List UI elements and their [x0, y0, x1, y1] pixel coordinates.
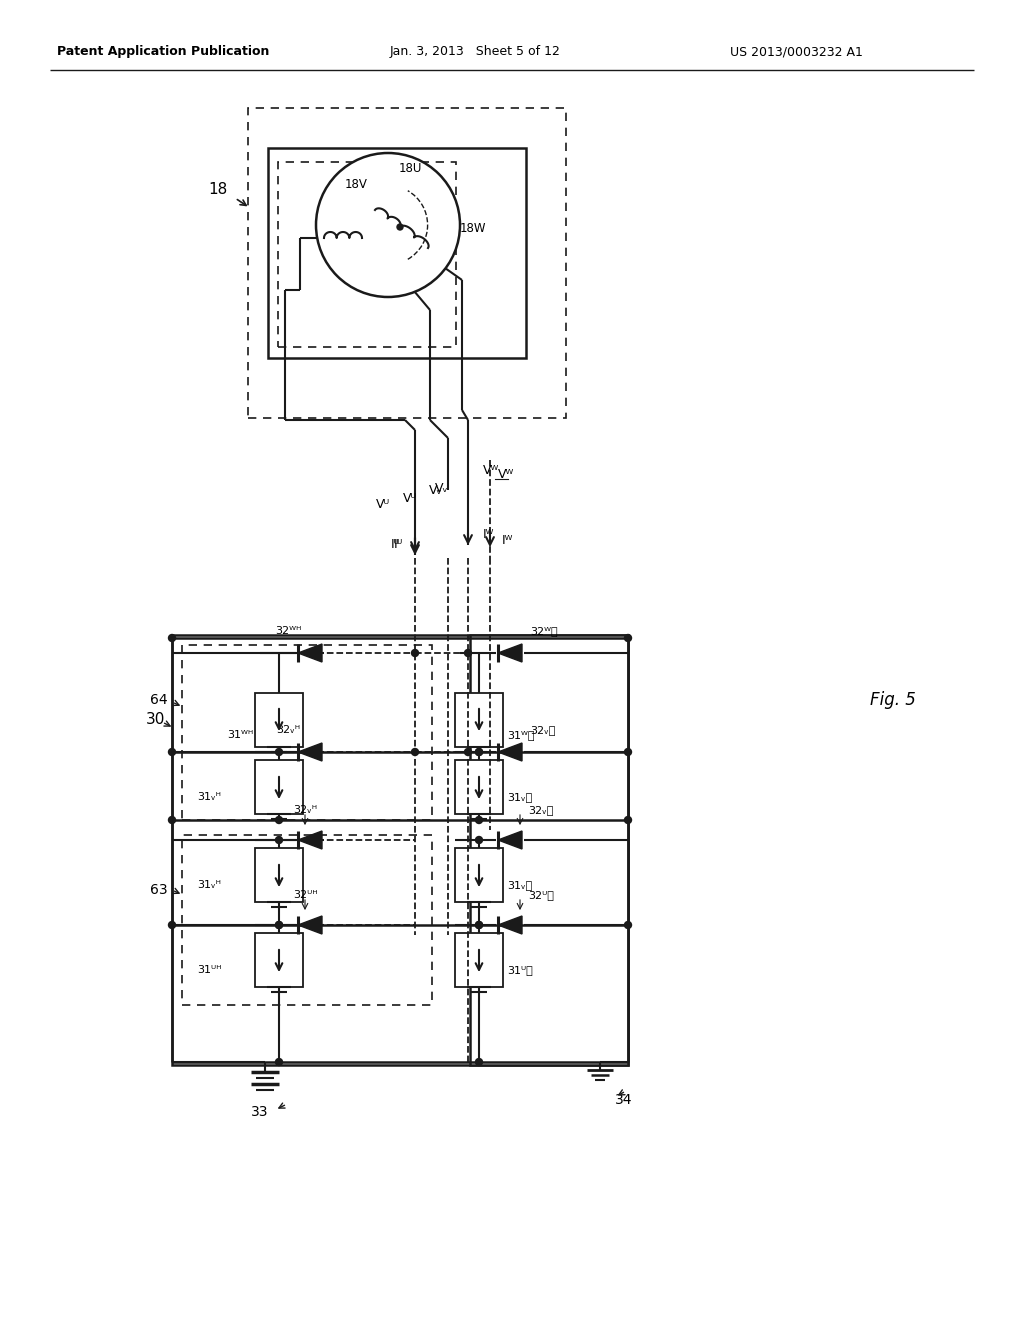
Circle shape: [465, 649, 471, 656]
Circle shape: [275, 921, 283, 928]
Text: Vᵂ: Vᵂ: [483, 463, 500, 477]
Text: Vᵁ: Vᵁ: [403, 491, 417, 504]
Circle shape: [275, 837, 283, 843]
Polygon shape: [498, 832, 522, 849]
Bar: [455, 760, 503, 814]
Bar: [255, 693, 303, 747]
Circle shape: [465, 748, 471, 755]
Circle shape: [475, 837, 482, 843]
Circle shape: [169, 635, 175, 642]
Text: Fig. 5: Fig. 5: [870, 690, 915, 709]
Polygon shape: [498, 644, 522, 663]
Polygon shape: [298, 644, 322, 663]
Polygon shape: [498, 743, 522, 762]
Text: 18V: 18V: [344, 178, 368, 191]
Text: 33: 33: [251, 1105, 268, 1119]
Circle shape: [412, 649, 419, 656]
Text: Iᵁ: Iᵁ: [391, 539, 400, 552]
Circle shape: [275, 748, 283, 755]
Text: 32ᵁᴴ: 32ᵁᴴ: [293, 890, 317, 900]
Text: US 2013/0003232 A1: US 2013/0003232 A1: [730, 45, 863, 58]
Circle shape: [275, 921, 283, 928]
Text: Iᵂ: Iᵂ: [502, 533, 513, 546]
Text: 31ᵥᨋ: 31ᵥᨋ: [507, 880, 532, 890]
Bar: [248, 108, 566, 418]
Bar: [268, 148, 526, 358]
Bar: [470, 635, 628, 1065]
Circle shape: [169, 817, 175, 824]
Text: 18W: 18W: [460, 222, 486, 235]
Text: 32ᵥᨋ: 32ᵥᨋ: [530, 725, 555, 735]
Circle shape: [275, 817, 283, 824]
Text: 31ᵥᨋ: 31ᵥᨋ: [507, 792, 532, 803]
Bar: [182, 836, 432, 1005]
Circle shape: [475, 748, 482, 755]
Circle shape: [625, 921, 632, 928]
Polygon shape: [298, 916, 322, 935]
Circle shape: [412, 748, 419, 755]
Bar: [255, 933, 303, 987]
Circle shape: [475, 748, 482, 755]
Circle shape: [475, 921, 482, 928]
Bar: [255, 760, 303, 814]
Circle shape: [625, 748, 632, 755]
Circle shape: [316, 153, 460, 297]
Bar: [278, 162, 456, 347]
Text: 31ᵁᨋ: 31ᵁᨋ: [507, 965, 532, 975]
Text: 32ᵥᨋ: 32ᵥᨋ: [528, 805, 553, 814]
Bar: [182, 645, 432, 820]
Text: 18U: 18U: [398, 161, 422, 174]
Text: 31ᵂᨋ: 31ᵂᨋ: [507, 730, 535, 741]
Text: 31ᵥᴴ: 31ᵥᴴ: [197, 880, 221, 890]
Text: Iᵂ: Iᵂ: [483, 528, 495, 541]
Circle shape: [169, 748, 175, 755]
Text: 34: 34: [615, 1093, 633, 1107]
Text: Vᵥ: Vᵥ: [435, 482, 449, 495]
Text: 64: 64: [151, 693, 168, 708]
Bar: [455, 693, 503, 747]
Circle shape: [475, 921, 482, 928]
Text: 32ᵥᴴ: 32ᵥᴴ: [293, 805, 317, 814]
Text: 31ᵁᴴ: 31ᵁᴴ: [197, 965, 221, 975]
Circle shape: [625, 817, 632, 824]
Circle shape: [475, 1059, 482, 1065]
Circle shape: [397, 224, 403, 230]
Text: Patent Application Publication: Patent Application Publication: [57, 45, 269, 58]
Text: 63: 63: [151, 883, 168, 898]
Circle shape: [475, 817, 482, 824]
Polygon shape: [498, 916, 522, 935]
Text: 31ᵥᴴ: 31ᵥᴴ: [197, 792, 221, 803]
Bar: [455, 933, 503, 987]
Text: Jan. 3, 2013   Sheet 5 of 12: Jan. 3, 2013 Sheet 5 of 12: [390, 45, 561, 58]
Text: 18: 18: [209, 182, 228, 198]
Bar: [172, 635, 628, 1065]
Text: Vᵥ: Vᵥ: [429, 483, 443, 496]
Bar: [255, 847, 303, 902]
Text: 32ᵂᨋ: 32ᵂᨋ: [530, 626, 558, 636]
Text: 32ᵂᴴ: 32ᵂᴴ: [274, 626, 301, 636]
Text: Iᵁ: Iᵁ: [394, 539, 403, 552]
Bar: [455, 847, 503, 902]
Text: Vᵁ: Vᵁ: [376, 499, 390, 511]
Circle shape: [169, 921, 175, 928]
Text: 32ᵥᴴ: 32ᵥᴴ: [276, 725, 300, 735]
Circle shape: [625, 635, 632, 642]
Text: Vᵂ: Vᵂ: [498, 469, 514, 482]
Circle shape: [275, 1059, 283, 1065]
Polygon shape: [298, 832, 322, 849]
Text: 30: 30: [145, 713, 165, 727]
Text: 32ᵁᨋ: 32ᵁᨋ: [528, 890, 554, 900]
Polygon shape: [298, 743, 322, 762]
Text: 31ᵂᴴ: 31ᵂᴴ: [227, 730, 253, 741]
